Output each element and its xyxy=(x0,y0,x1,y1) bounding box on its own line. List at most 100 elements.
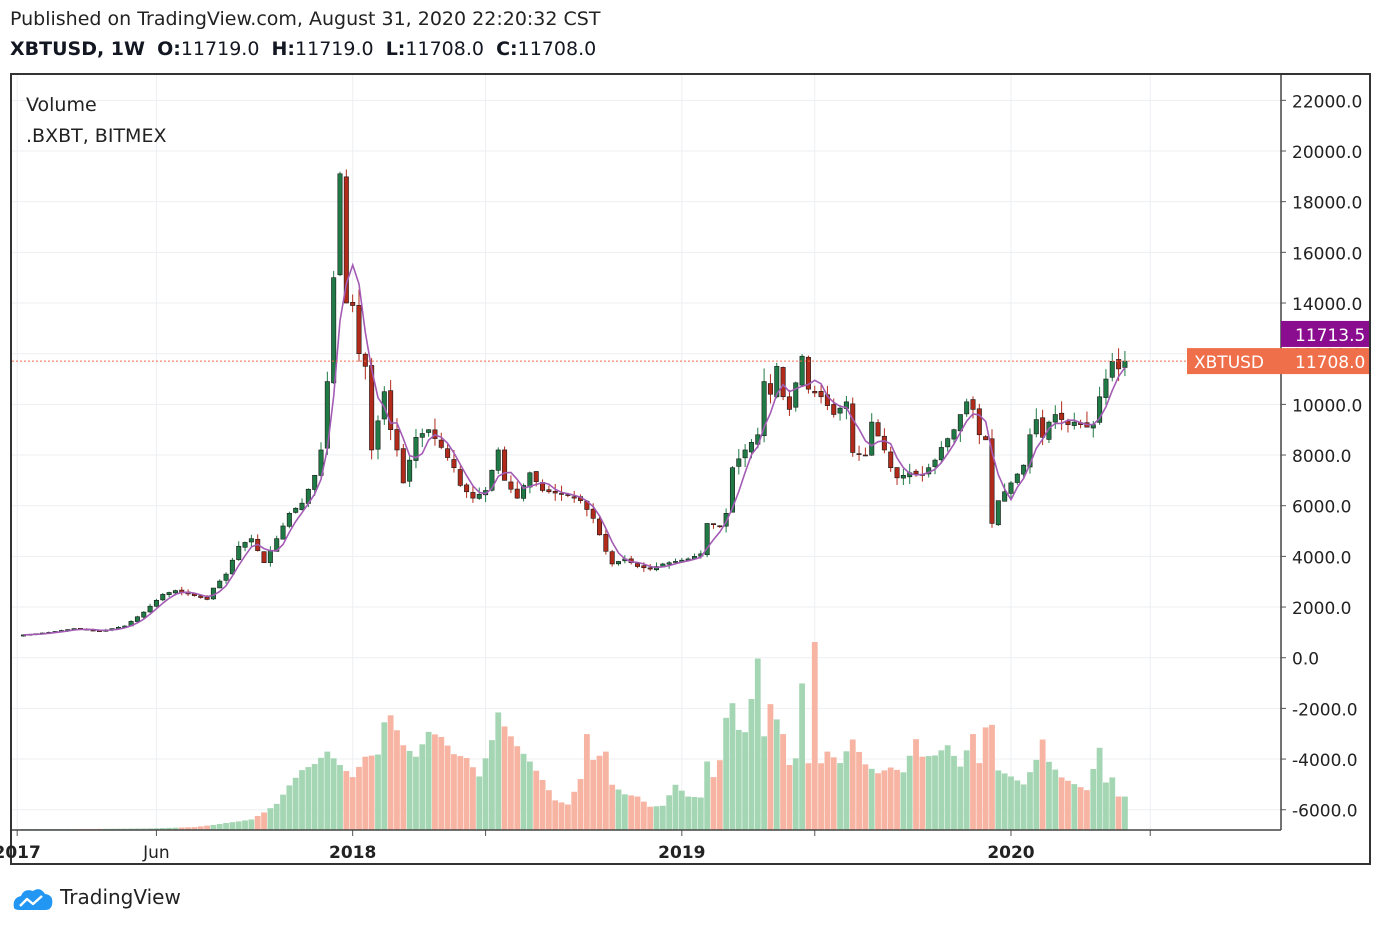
ohlc-line: XBTUSD, 1W O:11719.0 H:11719.0 L:11708.0… xyxy=(10,38,596,60)
volume-bar xyxy=(159,828,166,830)
volume-bar xyxy=(564,804,571,830)
candle xyxy=(1103,369,1109,405)
y-tick-label: 4000.0 xyxy=(1292,548,1351,568)
volume-bar xyxy=(989,724,995,830)
volume-bar xyxy=(191,827,198,830)
candle xyxy=(888,446,894,472)
volume-bar xyxy=(621,794,628,830)
volume-bar xyxy=(906,755,913,830)
volume-bar xyxy=(419,744,426,830)
candle xyxy=(337,171,343,277)
candle xyxy=(1122,350,1128,377)
candle xyxy=(413,429,419,469)
volume-bar xyxy=(387,715,394,830)
x-tick-label: 2018 xyxy=(329,843,376,863)
candle xyxy=(286,511,292,529)
volume-bar xyxy=(710,777,717,830)
volume-bar xyxy=(368,755,375,830)
candle xyxy=(255,534,261,552)
volume-bar xyxy=(856,751,862,830)
volume-bar xyxy=(1039,739,1046,830)
volume-bar xyxy=(1058,777,1065,830)
candle xyxy=(546,485,552,494)
volume-bar xyxy=(951,755,957,830)
volume-bar xyxy=(1046,761,1052,830)
candle xyxy=(407,454,413,488)
volume-bar xyxy=(558,802,565,830)
symbol-label[interactable]: XBTUSD, 1W xyxy=(10,38,145,60)
legend-source: .BXBT, BITMEX xyxy=(26,125,166,147)
tradingview-logo-icon[interactable] xyxy=(10,884,56,914)
high-value: 11719.0 xyxy=(295,38,374,60)
volume-bar xyxy=(400,745,407,830)
volume-bar xyxy=(451,754,457,830)
volume-bar xyxy=(1077,787,1084,830)
chart-frame xyxy=(10,73,1371,865)
volume-bar xyxy=(210,824,217,830)
volume-bar xyxy=(1033,759,1040,830)
candle xyxy=(1109,352,1115,382)
y-tick-label: -2000.0 xyxy=(1292,700,1358,720)
volume-bar xyxy=(761,736,768,830)
volume-bar xyxy=(919,756,926,830)
candle xyxy=(945,437,951,452)
volume-bar xyxy=(640,801,647,830)
open-label: O: xyxy=(157,38,181,60)
y-tick-label: 14000.0 xyxy=(1292,295,1362,315)
candle xyxy=(343,169,349,304)
candle xyxy=(850,397,856,457)
volume-bar xyxy=(311,764,318,830)
candle xyxy=(856,445,862,461)
volume-bar xyxy=(1084,790,1090,830)
volume-bar xyxy=(235,821,242,830)
volume-bar xyxy=(1027,772,1033,830)
volume-bar xyxy=(267,808,274,830)
candle xyxy=(299,498,305,511)
candle xyxy=(1002,483,1008,502)
candle xyxy=(476,487,482,500)
volume-bar xyxy=(1052,769,1059,830)
candle xyxy=(1052,405,1058,429)
volume-bar xyxy=(444,745,451,830)
volume-bar xyxy=(1008,776,1014,830)
candle xyxy=(508,475,514,494)
candle xyxy=(527,471,533,494)
last-price-value: 11708.0 xyxy=(1295,353,1365,373)
volume-bar xyxy=(767,704,774,830)
volume-bar xyxy=(147,828,153,830)
volume-bar xyxy=(185,827,191,830)
candle xyxy=(793,381,799,412)
candle xyxy=(976,403,982,445)
high-label: H: xyxy=(271,38,296,60)
volume-bar xyxy=(830,757,837,830)
secondary-price-badge xyxy=(1281,320,1369,347)
candle xyxy=(261,551,267,564)
volume-bar xyxy=(552,800,559,830)
candle xyxy=(521,483,527,502)
candle xyxy=(812,385,818,398)
volume-bar xyxy=(805,763,812,830)
volume-bar xyxy=(482,758,489,830)
volume-bar xyxy=(995,770,1002,830)
low-value: 11708.0 xyxy=(405,38,484,60)
volume-bar xyxy=(178,827,185,830)
tradingview-brand[interactable]: TradingView xyxy=(60,885,181,909)
volume-bar xyxy=(704,761,711,830)
volume-bar xyxy=(596,755,603,830)
candle xyxy=(1059,401,1065,431)
volume-bar xyxy=(254,815,261,830)
y-tick-label: -6000.0 xyxy=(1292,802,1358,822)
candle xyxy=(729,466,735,513)
candle xyxy=(495,447,501,475)
volume-bar xyxy=(913,739,919,830)
volume-bar xyxy=(653,806,660,830)
candle xyxy=(153,598,159,608)
candle xyxy=(375,415,381,460)
volume-bar xyxy=(514,746,521,830)
candle xyxy=(470,484,476,503)
candle xyxy=(1021,464,1027,479)
candle xyxy=(951,428,957,445)
y-tick-label: 2000.0 xyxy=(1292,599,1351,619)
volume-bar xyxy=(925,756,932,830)
